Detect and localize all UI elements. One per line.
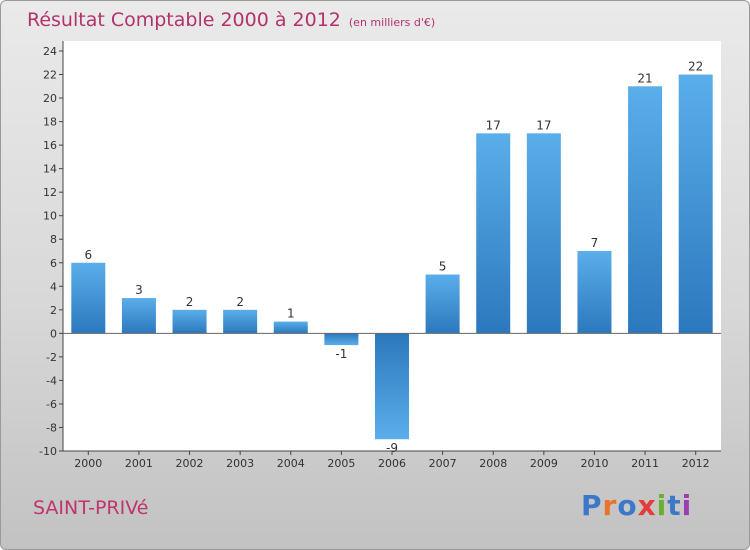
x-tick-label: 2012 bbox=[682, 457, 710, 470]
proxiti-logo: Proxiti bbox=[581, 489, 692, 522]
y-tick-label: 8 bbox=[50, 233, 57, 246]
bar-value-label: -1 bbox=[335, 347, 347, 361]
bar bbox=[577, 251, 612, 334]
x-tick-label: 2007 bbox=[429, 457, 457, 470]
bar-value-label: 2 bbox=[236, 295, 244, 309]
bar bbox=[223, 309, 258, 334]
y-tick-label: 2 bbox=[50, 304, 57, 317]
logo-letter: i bbox=[656, 489, 668, 522]
y-tick-label: 6 bbox=[50, 257, 57, 270]
y-tick-label: 22 bbox=[43, 69, 57, 82]
bar-value-label: 5 bbox=[439, 260, 447, 274]
y-tick-label: 10 bbox=[43, 210, 57, 223]
bar-value-label: 2 bbox=[186, 295, 194, 309]
chart-title: Résultat Comptable 2000 à 2012 (en millie… bbox=[27, 9, 435, 31]
x-tick-label: 2005 bbox=[327, 457, 355, 470]
bar bbox=[526, 133, 561, 334]
bar bbox=[678, 74, 713, 334]
bar-value-label: 1 bbox=[287, 307, 295, 321]
y-tick-label: 18 bbox=[43, 116, 57, 129]
bar-value-label: 6 bbox=[84, 248, 92, 262]
y-tick-label: 14 bbox=[43, 163, 57, 176]
x-tick-label: 2001 bbox=[125, 457, 153, 470]
x-tick-label: 2011 bbox=[631, 457, 659, 470]
y-tick-label: 24 bbox=[43, 45, 57, 58]
bar-value-label: 7 bbox=[591, 236, 599, 250]
bar-value-label: -9 bbox=[386, 441, 398, 455]
y-tick-label: 16 bbox=[43, 139, 57, 152]
chart-title-text: Résultat Comptable 2000 à 2012 bbox=[27, 9, 341, 31]
x-tick-label: 2000 bbox=[74, 457, 102, 470]
y-tick-label: -6 bbox=[46, 398, 57, 411]
x-tick-label: 2004 bbox=[277, 457, 305, 470]
bar bbox=[324, 333, 359, 346]
logo-letter: o bbox=[617, 489, 638, 522]
y-tick-label: -4 bbox=[46, 374, 57, 387]
bar bbox=[172, 309, 207, 334]
bar bbox=[273, 321, 308, 334]
y-tick-label: 4 bbox=[50, 280, 57, 293]
x-tick-label: 2002 bbox=[176, 457, 204, 470]
x-tick-label: 2009 bbox=[530, 457, 558, 470]
bar bbox=[71, 262, 106, 334]
x-tick-label: 2010 bbox=[580, 457, 608, 470]
x-tick-label: 2008 bbox=[479, 457, 507, 470]
x-tick-label: 2006 bbox=[378, 457, 406, 470]
logo-letter: i bbox=[681, 489, 693, 522]
bar-value-label: 3 bbox=[135, 283, 143, 297]
bar bbox=[375, 333, 409, 440]
bar bbox=[476, 133, 511, 334]
bar-value-label: 21 bbox=[637, 71, 652, 85]
bar-value-label: 17 bbox=[486, 118, 501, 132]
logo-letter: t bbox=[667, 489, 682, 522]
x-tick-label: 2003 bbox=[226, 457, 254, 470]
y-tick-label: 20 bbox=[43, 92, 57, 105]
logo-letter: x bbox=[637, 489, 657, 522]
bar-value-label: 17 bbox=[536, 118, 551, 132]
bar bbox=[425, 274, 460, 334]
y-tick-label: -8 bbox=[46, 421, 57, 434]
y-tick-label: -2 bbox=[46, 351, 57, 364]
commune-name: SAINT-PRIVé bbox=[33, 497, 149, 519]
bar-value-label: 22 bbox=[688, 60, 703, 74]
bar bbox=[121, 298, 156, 334]
chart-unit-note: (en milliers d'€) bbox=[348, 16, 436, 29]
logo-letter: P bbox=[581, 489, 603, 522]
bar bbox=[628, 86, 663, 334]
y-tick-label: 12 bbox=[43, 186, 57, 199]
y-tick-label: 0 bbox=[50, 327, 57, 340]
logo-letter: r bbox=[602, 489, 618, 522]
y-tick-label: -10 bbox=[39, 445, 57, 458]
